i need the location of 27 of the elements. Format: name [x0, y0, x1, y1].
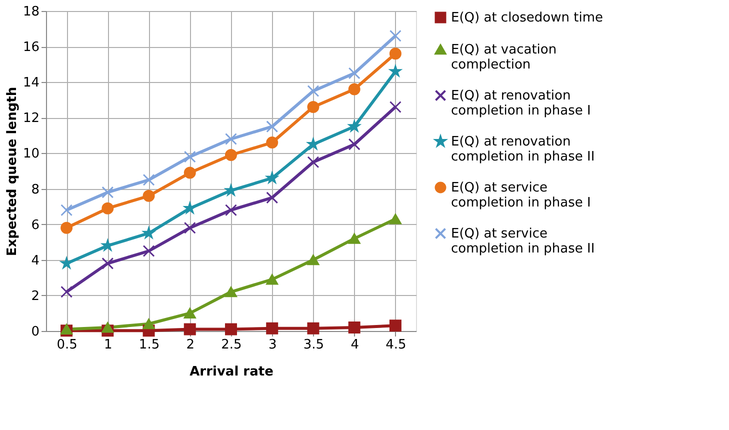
legend-label: E(Q) at service completion in phase II — [451, 226, 595, 256]
y-tick-label: 16 — [22, 40, 40, 56]
x-tick-label: 3.5 — [303, 338, 324, 352]
legend-label: E(Q) at closedown time — [451, 10, 603, 26]
legend-label: E(Q) at vacation complection — [451, 42, 557, 72]
y-tick-label: 10 — [22, 146, 40, 162]
y-axis-title: Expected queue length — [4, 86, 20, 256]
legend-label: E(Q) at renovation completion in phase I — [451, 88, 591, 118]
legend-label: E(Q) at service completion in phase I — [451, 180, 591, 210]
y-tick-label: 2 — [31, 288, 40, 304]
y-tick-label: 18 — [22, 4, 40, 20]
x-tick-label: 2 — [186, 338, 195, 352]
y-tick-label: 6 — [31, 218, 40, 233]
x-tick-label: 2.5 — [221, 338, 242, 352]
y-tick-label: 14 — [22, 76, 40, 91]
y-tick-label: 0 — [31, 324, 40, 340]
x-axis-title: Arrival rate — [190, 364, 274, 380]
legend-label: E(Q) at renovation completion in phase II — [451, 134, 595, 164]
x-tick-label: 1.5 — [138, 338, 160, 352]
x-tick-label: 4 — [350, 338, 359, 352]
y-tick-label: 12 — [22, 111, 40, 126]
x-tick-label: 0.5 — [56, 338, 78, 352]
x-tick-label: 4.5 — [386, 338, 406, 352]
x-tick-label: 1 — [104, 338, 112, 352]
y-tick-label: 4 — [31, 253, 40, 268]
x-tick-label: 3 — [268, 338, 277, 352]
y-tick-label: 8 — [31, 182, 40, 198]
